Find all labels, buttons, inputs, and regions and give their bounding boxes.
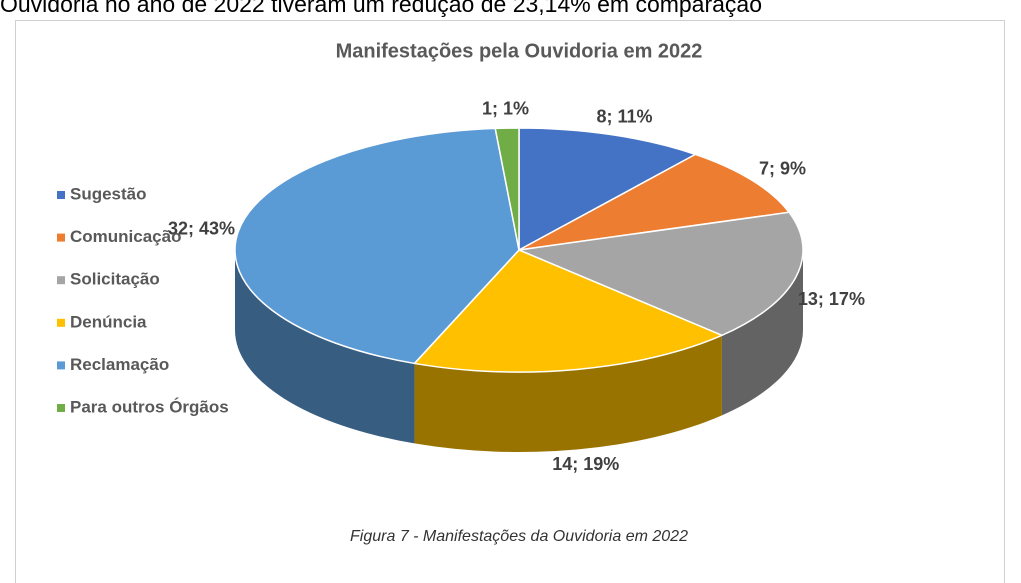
data-label: 13; 17% xyxy=(798,289,865,309)
legend-label: Solicitação xyxy=(70,270,160,289)
data-label: 8; 11% xyxy=(597,106,653,126)
pie-slice-side xyxy=(414,335,722,452)
legend-swatch xyxy=(57,191,65,199)
chart-title: Manifestações pela Ouvidoria em 2022 xyxy=(336,40,703,62)
pie-slice-side xyxy=(234,250,415,444)
pie-slice xyxy=(234,127,520,365)
data-label: 14; 19% xyxy=(552,454,619,474)
legend-swatch xyxy=(57,233,65,242)
pie-slice xyxy=(494,127,520,251)
legend-swatch xyxy=(57,404,65,412)
text-above: Ouvidoria no ano de 2022 tiveram um redu… xyxy=(0,0,762,17)
pie-slice xyxy=(518,127,698,252)
caption: Figura 7 - Manifestações da Ouvidoria em… xyxy=(350,528,688,545)
legend-label: Denúncia xyxy=(70,312,147,331)
legend-label: Para outros Órgãos xyxy=(70,397,229,416)
legend-swatch xyxy=(57,318,65,327)
data-label: 32; 43% xyxy=(168,218,235,238)
pie-slice xyxy=(516,211,804,337)
data-label: 7; 9% xyxy=(759,159,806,179)
legend-label: Comunicação xyxy=(70,227,181,246)
pie-slice xyxy=(518,153,791,251)
data-label: 1; 1% xyxy=(482,99,529,119)
legend-swatch xyxy=(57,361,65,370)
legend-label: Sugestão xyxy=(70,184,147,203)
legend-swatch xyxy=(57,276,65,285)
legend-label: Reclamação xyxy=(70,355,169,374)
pie-slice-side xyxy=(721,250,803,416)
